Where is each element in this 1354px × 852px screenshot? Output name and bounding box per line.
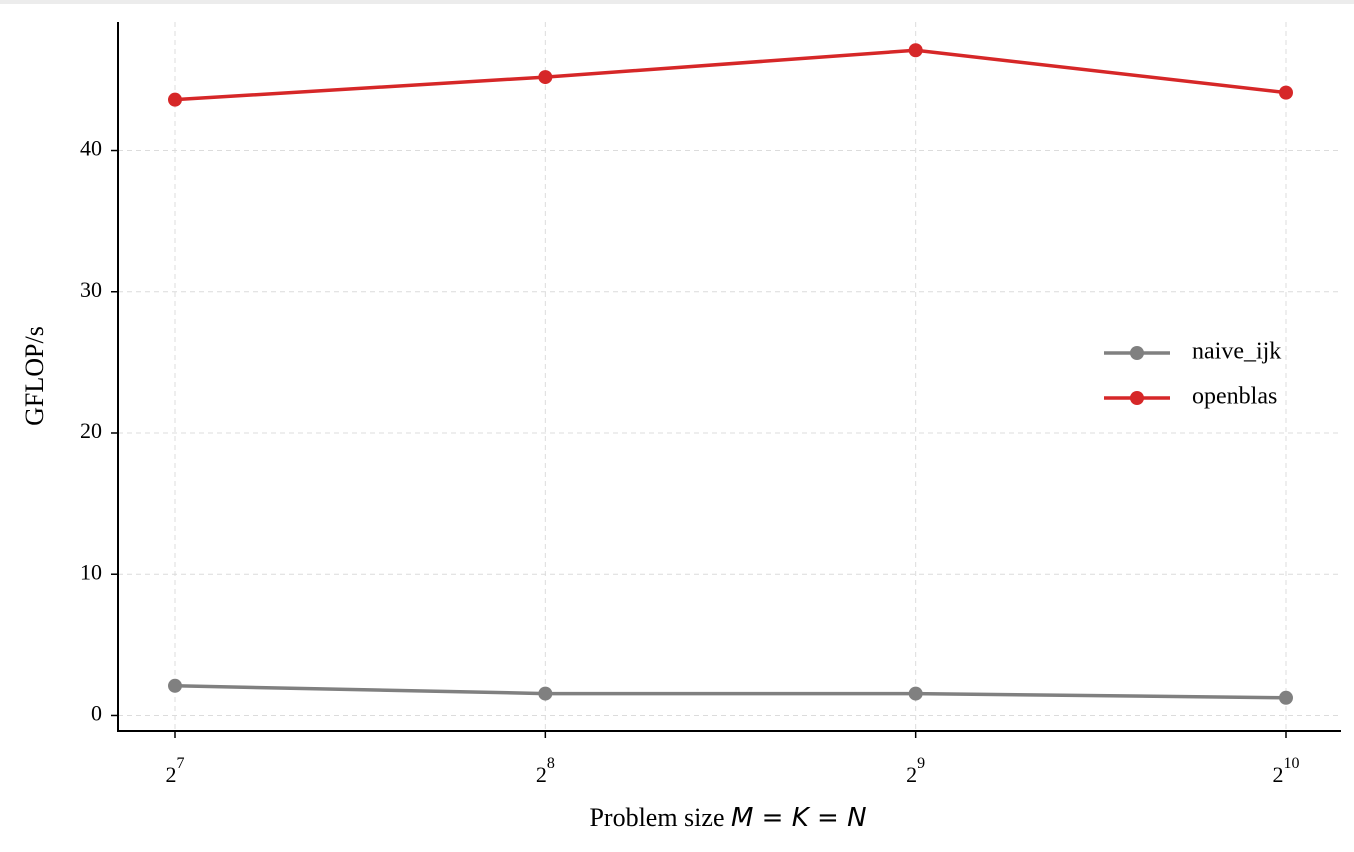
y-tick-label: 20 — [80, 418, 102, 443]
x-axis-label-math: M = K = N — [731, 803, 867, 833]
y-tick-label: 10 — [80, 559, 102, 584]
x-tick-base: 2 — [1273, 762, 1284, 787]
x-tick-exponent: 7 — [177, 755, 185, 772]
legend[interactable]: naive_ijk openblas — [1104, 339, 1281, 410]
y-ticks: 0 10 20 30 40 — [80, 136, 118, 726]
legend-swatch-marker — [1130, 346, 1144, 360]
legend-swatch-marker — [1130, 391, 1144, 405]
x-tick-exponent: 10 — [1284, 755, 1300, 772]
legend-label: naive_ijk — [1192, 339, 1281, 365]
top-border — [0, 0, 1354, 4]
legend-item-naive_ijk[interactable]: naive_ijk — [1104, 339, 1281, 365]
data-point-openblas — [538, 70, 553, 85]
x-tick-label: 27 — [166, 755, 185, 787]
x-tick-base: 2 — [906, 762, 917, 787]
y-tick-label: 30 — [80, 277, 102, 302]
data-point-naive_ijk — [538, 686, 553, 701]
y-tick-label: 0 — [91, 701, 102, 726]
axes — [117, 22, 1341, 732]
x-axis-label: Problem size M = K = N — [589, 803, 866, 833]
x-tick-base: 2 — [166, 762, 177, 787]
data-point-naive_ijk — [908, 686, 923, 701]
data-point-openblas — [168, 92, 182, 107]
data-point-naive_ijk — [168, 678, 182, 693]
series-group — [168, 43, 1293, 705]
x-tick-label: 29 — [906, 755, 925, 787]
legend-item-openblas[interactable]: openblas — [1104, 384, 1277, 410]
grid-lines — [118, 22, 1341, 731]
x-tick-label: 210 — [1273, 755, 1300, 787]
x-ticks: 27 28 29 210 — [166, 731, 1300, 787]
x-tick-exponent: 9 — [917, 755, 925, 772]
data-point-naive_ijk — [1279, 690, 1293, 705]
x-axis-label-text: Problem size — [589, 803, 731, 832]
y-tick-label: 40 — [80, 136, 102, 161]
x-tick-label: 28 — [536, 755, 555, 787]
legend-label: openblas — [1192, 384, 1277, 410]
series-line-openblas — [173, 48, 1288, 102]
x-tick-exponent: 8 — [547, 755, 555, 772]
data-point-openblas — [908, 43, 923, 58]
data-point-openblas — [1279, 85, 1293, 100]
series-line-naive_ijk — [173, 684, 1288, 700]
x-tick-base: 2 — [536, 762, 547, 787]
y-axis-label: GFLOP/s — [20, 326, 49, 426]
